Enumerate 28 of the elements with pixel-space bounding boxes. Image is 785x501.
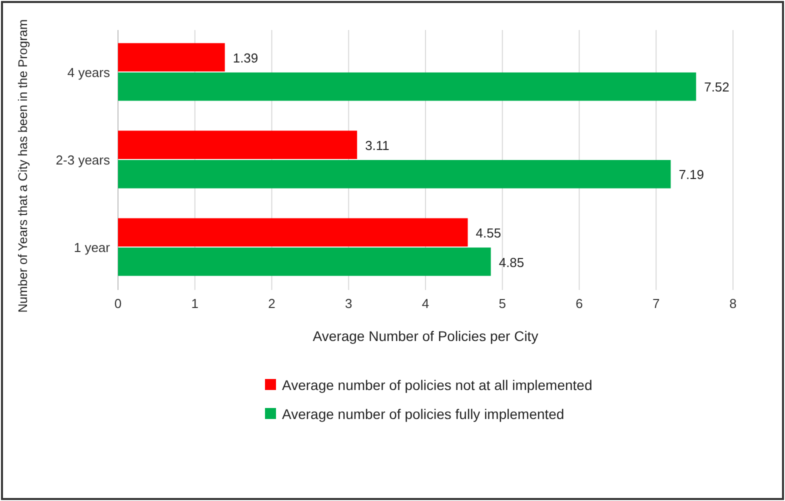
- x-tick-label: 2: [268, 296, 276, 311]
- legend-label: Average number of policies fully implemented: [282, 406, 564, 422]
- bar: [118, 160, 671, 188]
- x-tick-label: 4: [422, 296, 430, 311]
- x-tick-label: 5: [498, 296, 506, 311]
- x-tick-label: 0: [114, 296, 122, 311]
- data-label: 7.52: [704, 80, 730, 95]
- y-tick-label: 2-3 years: [56, 152, 110, 168]
- bar: [118, 43, 225, 72]
- bar: [118, 218, 468, 247]
- x-tick-label: 7: [652, 296, 660, 311]
- data-label: 1.39: [232, 50, 258, 66]
- x-tick-label: 6: [576, 296, 583, 311]
- x-tick-label: 8: [729, 296, 737, 311]
- bar: [118, 130, 358, 159]
- y-tick-label: 1 year: [74, 240, 111, 256]
- y-axis-title: Number of Years that a City has been in the Program: [16, 19, 30, 313]
- y-tick-label: 4 years: [67, 65, 110, 80]
- data-label: 4.55: [476, 225, 502, 240]
- bar: [118, 248, 491, 276]
- x-tick-label: 1: [191, 296, 198, 311]
- bar: [118, 72, 696, 101]
- x-axis-title: Average Number of Policies per City: [312, 328, 538, 344]
- data-label: 4.85: [498, 254, 524, 270]
- legend-label: Average number of policies not at all implemented: [282, 376, 592, 393]
- data-label: 3.11: [365, 138, 390, 153]
- x-tick-label: 3: [345, 296, 352, 311]
- data-label: 7.19: [678, 167, 704, 182]
